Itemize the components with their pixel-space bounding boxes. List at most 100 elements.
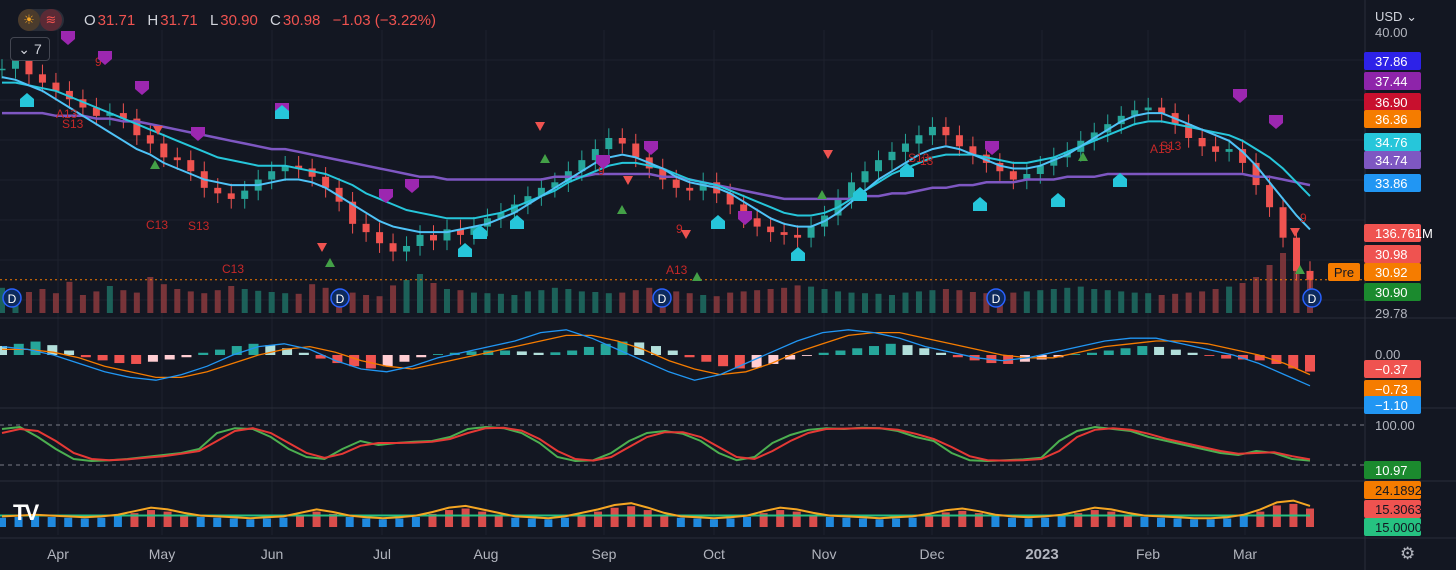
volume-bar: [1266, 265, 1273, 313]
volume-bar: [484, 293, 491, 313]
volume-bar: [538, 290, 545, 313]
osc-histogram-bar: [296, 514, 305, 527]
volume-bar: [888, 295, 895, 313]
currency-selector[interactable]: USD ⌄: [1375, 9, 1417, 24]
volume-bar: [1293, 259, 1300, 313]
indicators-collapse-button[interactable]: ⌄ 7: [10, 37, 50, 61]
volume-bar: [403, 280, 410, 313]
macd-histogram-bar: [818, 352, 829, 355]
volume-bar: [1172, 293, 1179, 313]
volume-bar: [1226, 286, 1233, 313]
candle-body: [1239, 149, 1247, 163]
osc-histogram-bar: [80, 518, 89, 527]
candle-body: [888, 151, 896, 161]
candle-body: [1117, 115, 1125, 125]
td-annotation: A13: [1150, 142, 1172, 156]
candle-body: [227, 193, 235, 199]
price-axis-badge-label: 34.76: [1375, 135, 1408, 150]
macd-histogram-bar: [667, 350, 678, 355]
osc-histogram-bar: [792, 511, 801, 527]
macd-histogram-bar: [617, 341, 628, 355]
osc-histogram-bar: [64, 517, 73, 527]
macd-histogram-bar: [852, 348, 863, 355]
sell-triangle-icon: [317, 243, 327, 252]
gear-icon[interactable]: ⚙: [1400, 544, 1416, 563]
candle-body: [335, 187, 343, 202]
volume-bar: [1023, 291, 1030, 313]
tradingview-logo-icon: TV: [13, 500, 39, 525]
volume-bar: [821, 289, 828, 313]
macd-histogram-bar: [248, 343, 259, 355]
buy-triangle-icon: [1295, 265, 1305, 274]
osc-histogram-bar: [925, 515, 934, 527]
bearish-shield-icon: [379, 189, 393, 203]
candle-body: [1185, 124, 1193, 138]
candle-body: [11, 60, 19, 69]
macd-histogram-bar: [936, 352, 947, 355]
macd-histogram-bar: [701, 355, 712, 362]
osc-histogram-bar: [743, 516, 752, 527]
candle-body: [861, 171, 869, 183]
td-annotation: 9: [598, 164, 605, 178]
bearish-shield-icon: [644, 141, 658, 155]
macd-histogram-bar: [550, 352, 561, 355]
candle-body: [955, 135, 963, 147]
candle-body: [807, 226, 815, 238]
osc-histogram-bar: [47, 516, 56, 527]
macd-histogram-bar: [734, 355, 745, 369]
volume-bar: [241, 289, 248, 313]
price-axis-badge-label: 34.74: [1375, 153, 1408, 168]
x-axis-label: Sep: [592, 546, 617, 562]
candle-body: [1144, 107, 1152, 111]
macd-histogram-bar: [583, 346, 594, 355]
session-toggle[interactable]: ☀ ≋: [18, 9, 64, 31]
volume-bar: [295, 293, 302, 313]
volume-bar: [727, 292, 734, 313]
price-axis-badge-label: 30.98: [1375, 247, 1408, 262]
td-annotation: S13: [188, 219, 210, 233]
price-axis-badge: [1364, 263, 1421, 281]
candle-body: [767, 226, 775, 233]
buy-triangle-icon: [692, 272, 702, 281]
price-axis-badge: [1364, 245, 1421, 263]
osc-axis-badge: [1364, 518, 1421, 536]
volume-bar: [565, 289, 572, 313]
osc-histogram-bar: [147, 510, 156, 527]
macd-histogram-bar: [1103, 350, 1114, 355]
price-axis-badge: [1364, 133, 1421, 151]
volume-bar: [268, 292, 275, 313]
volume-bar: [1118, 291, 1125, 313]
volume-bar: [1037, 290, 1044, 313]
volume-bar: [1131, 292, 1138, 313]
bearish-shield-icon: [405, 179, 419, 193]
osc-histogram-bar: [660, 514, 669, 527]
candle-body: [173, 157, 181, 161]
osc-histogram-bar: [1223, 518, 1232, 527]
candle-body: [52, 82, 60, 91]
osc-histogram-bar: [130, 513, 139, 527]
volume-bar: [106, 286, 113, 313]
dividend-marker-icon: [2, 288, 22, 308]
macd-histogram-bar: [315, 355, 326, 359]
volume-bar: [390, 285, 397, 313]
candle-body: [928, 126, 936, 136]
candle-body: [874, 160, 882, 172]
bearish-shield-icon: [1233, 89, 1247, 103]
macd-histogram-bar: [902, 345, 913, 355]
osc-line: [1, 499, 1311, 520]
candle-body: [281, 165, 289, 172]
macd-histogram-bar: [768, 355, 779, 364]
osc-histogram-bar: [1256, 511, 1265, 527]
macd-histogram-bar: [533, 352, 544, 355]
macd-histogram-bar: [885, 343, 896, 355]
candle-body: [1266, 185, 1274, 208]
osc-histogram-bar: [1306, 508, 1314, 527]
x-axis-label: Aug: [474, 546, 499, 562]
macd-histogram-bar: [282, 348, 293, 355]
price-axis-badge: [1364, 174, 1421, 192]
pre-market-label: Pre: [1334, 265, 1354, 280]
price-axis-badge: [1364, 93, 1421, 111]
price-axis-badge: [1364, 224, 1421, 242]
